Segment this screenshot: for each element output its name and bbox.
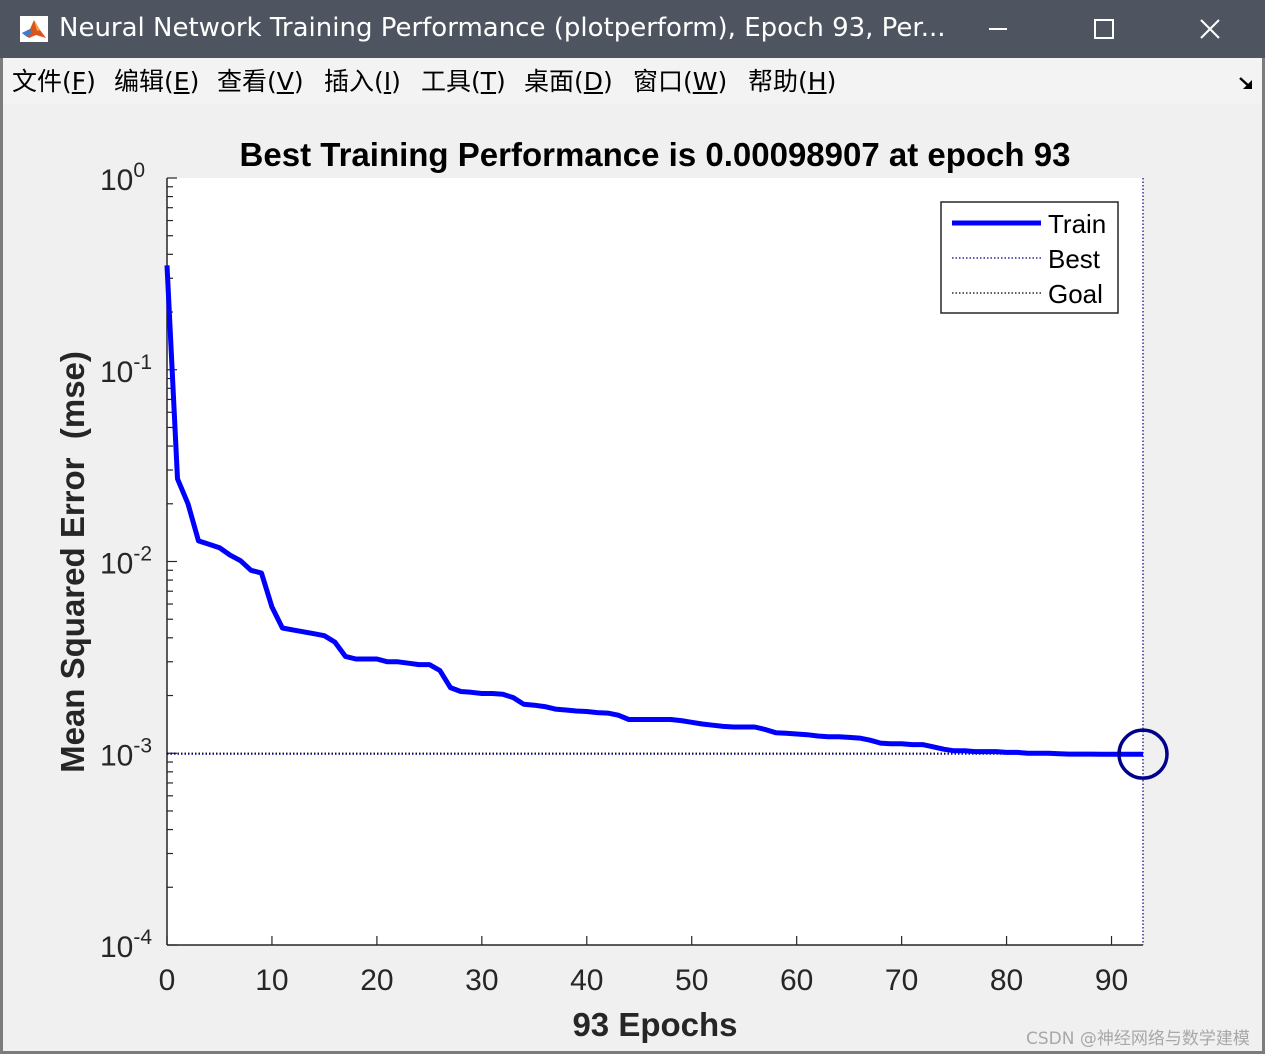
close-icon (1200, 19, 1220, 39)
window-border-bottom (0, 1051, 1265, 1054)
x-tick-label: 20 (360, 964, 393, 997)
legend-best-label: Best (1048, 244, 1101, 274)
menu-insert[interactable]: 插入(I) (324, 67, 401, 96)
x-tick-label: 70 (885, 964, 918, 997)
x-tick-label: 50 (675, 964, 708, 997)
y-tick-label: 10-1 (100, 351, 152, 389)
legend-train-label: Train (1048, 209, 1106, 239)
x-tick-label: 0 (159, 964, 176, 997)
minimize-button[interactable] (946, 0, 1050, 58)
x-tick-label: 30 (465, 964, 498, 997)
y-axis-label: Mean Squared Error (mse) (54, 351, 91, 773)
y-tick-label: 10-2 (100, 543, 152, 581)
x-tick-label: 60 (780, 964, 813, 997)
minimize-icon (989, 28, 1007, 30)
train-series-line (164, 265, 1143, 757)
menu-view[interactable]: 查看(V) (217, 67, 304, 96)
y-tick-label: 10-4 (100, 926, 152, 964)
y-tick-label: 100 (100, 159, 145, 197)
y-tick-label: 10-3 (100, 734, 152, 772)
window-border-left (0, 58, 3, 1054)
x-tick-label: 10 (255, 964, 288, 997)
menu-desktop[interactable]: 桌面(D) (524, 67, 613, 96)
chart-title: Best Training Performance is 0.00098907 … (240, 136, 1071, 173)
y-tick-labels: 100 10-1 10-2 10-3 10-4 (100, 159, 152, 964)
legend: Train Best Goal (940, 201, 1119, 314)
matlab-icon (20, 16, 48, 42)
x-tick-label: 80 (990, 964, 1023, 997)
x-axis-label: 93 Epochs (572, 1006, 737, 1043)
menu-edit[interactable]: 编辑(E) (114, 67, 200, 96)
menu-bar: 文件(F) 编辑(E) 查看(V) 插入(I) 工具(T) 桌面(D) 窗口(W… (0, 58, 1265, 105)
menu-tools[interactable]: 工具(T) (421, 67, 506, 96)
x-tick-label: 90 (1095, 964, 1128, 997)
x-tick-labels: 0 10 20 30 40 50 60 70 80 90 (159, 964, 1129, 997)
legend-goal-label: Goal (1048, 279, 1103, 309)
menu-help[interactable]: 帮助(H) (748, 67, 837, 96)
window-border-right (1262, 58, 1265, 1054)
best-epoch-marker (1117, 728, 1169, 780)
window-titlebar[interactable]: Neural Network Training Performance (plo… (0, 0, 1265, 58)
window-title: Neural Network Training Performance (plo… (59, 13, 946, 43)
close-button[interactable] (1158, 0, 1262, 58)
dock-arrow-icon[interactable] (1237, 74, 1255, 92)
maximize-button[interactable] (1052, 0, 1156, 58)
maximize-icon (1094, 19, 1114, 39)
watermark: CSDN @神经网络与数学建模 (1026, 1029, 1250, 1049)
x-tick-label: 40 (570, 964, 603, 997)
menu-file[interactable]: 文件(F) (12, 67, 96, 96)
menu-window[interactable]: 窗口(W) (633, 67, 728, 96)
